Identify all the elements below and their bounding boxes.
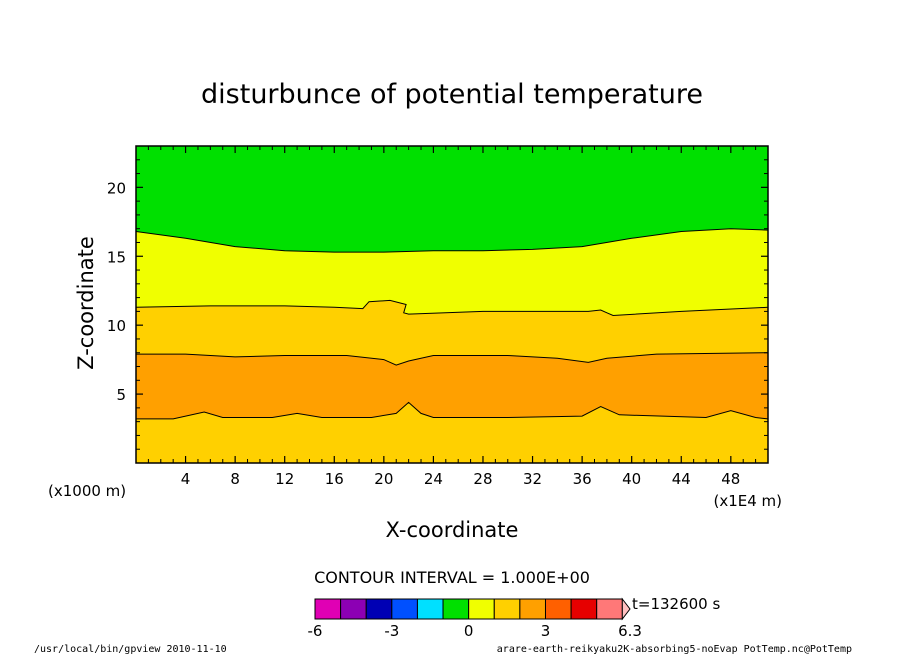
contour-band-1	[136, 228, 768, 316]
colorbar-swatch	[519, 598, 546, 620]
x-tick-label: 36	[573, 470, 592, 488]
x-tick-label: 40	[622, 470, 641, 488]
colorbar-swatch	[442, 598, 470, 620]
colorbar-label: 0	[464, 622, 474, 640]
contour-line-0	[135, 228, 769, 253]
plot-area	[135, 145, 769, 464]
x-tick-label: 28	[473, 470, 492, 488]
colorbar-swatch	[340, 598, 367, 620]
contour-line-3	[136, 401, 769, 420]
chart-title: disturbunce of potential temperature	[201, 79, 703, 110]
footer-left: /usr/local/bin/gpview 2010-11-10	[34, 644, 227, 654]
colorbar-swatch	[391, 598, 418, 620]
colorbar-swatch	[544, 598, 572, 620]
x-tick-label: 48	[721, 470, 740, 488]
colorbar-swatch	[314, 598, 342, 620]
colorbar-label: 3	[541, 622, 551, 640]
x-axis-label: X-coordinate	[386, 518, 519, 542]
colorbar-swatch	[493, 598, 521, 620]
y-tick-label: 20	[107, 179, 126, 197]
x-tick-label: 12	[275, 470, 294, 488]
x-tick-label: 4	[181, 470, 191, 488]
y-tick-label: 15	[107, 248, 126, 266]
colorbar-swatch	[596, 598, 623, 620]
y-tick-label: 5	[116, 386, 126, 404]
contour-band-3	[136, 352, 768, 419]
colorbar-swatch	[365, 598, 393, 620]
x-tick-label: 24	[424, 470, 443, 488]
y-axis-label: Z-coordinate	[74, 236, 98, 370]
contour-line-1	[135, 299, 769, 317]
y-unit-label: (x1000 m)	[48, 482, 126, 500]
colorbar: -6 -3 0 3 6.3	[308, 597, 642, 640]
y-axis: 5 10 15 20	[107, 159, 768, 450]
colorbar-label: 6.3	[618, 622, 642, 640]
x-tick-label: 32	[523, 470, 542, 488]
x-unit-label: (x1E4 m)	[713, 492, 782, 510]
x-tick-label: 20	[374, 470, 393, 488]
colorbar-swatch	[416, 598, 444, 620]
x-tick-label: 16	[325, 470, 344, 488]
plot-frame	[135, 145, 769, 464]
colorbar-swatch	[570, 598, 598, 620]
contour-interval-label: CONTOUR INTERVAL = 1.000E+00	[314, 568, 590, 587]
colorbar-label: -3	[384, 622, 399, 640]
x-tick-label: 8	[230, 470, 240, 488]
x-tick-label: 44	[672, 470, 691, 488]
y-tick-label: 10	[107, 317, 126, 335]
contour-band-4	[136, 402, 768, 463]
time-label: t=132600 s	[632, 595, 720, 613]
colorbar-swatch	[621, 597, 631, 621]
footer-right: arare-earth-reikyaku2K-absorbing5-noEvap…	[497, 644, 852, 654]
contour-line-2	[136, 352, 769, 366]
contour-band-0	[136, 146, 768, 253]
colorbar-label: -6	[308, 622, 323, 640]
contour-band-2	[136, 300, 768, 366]
x-axis: 4 8 12 16 20 24 28 32 36 40 44 48	[147, 146, 757, 488]
colorbar-swatch	[468, 598, 495, 620]
